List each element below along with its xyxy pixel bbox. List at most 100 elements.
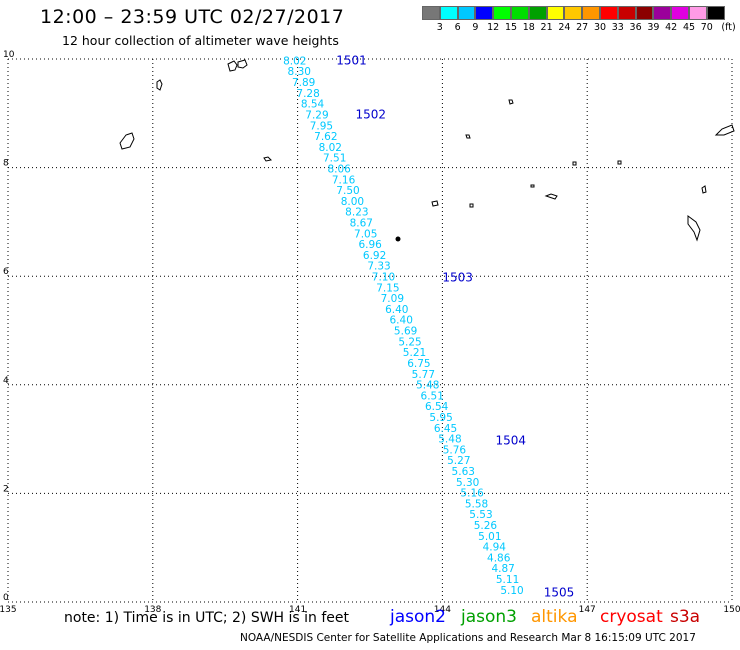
wave-height-label: 5.53: [469, 509, 492, 521]
wave-height-label: 5.26: [474, 520, 498, 532]
legend-swatch: [475, 6, 494, 20]
wave-height-label: 8.00: [341, 196, 364, 208]
legend-swatch: [635, 6, 654, 20]
island-outline: [237, 59, 248, 69]
wave-height-label: 5.76: [443, 444, 467, 456]
wave-height-label: 5.10: [500, 585, 523, 597]
wave-height-label: 5.63: [452, 466, 475, 478]
legend-swatch: [671, 6, 689, 20]
lat-tick-label: 6: [3, 267, 9, 277]
island-outline: [544, 193, 558, 200]
wave-height-label: 8.67: [350, 217, 373, 229]
wave-height-label: 5.69: [394, 326, 417, 338]
wave-height-label: 7.09: [381, 293, 404, 305]
wave-height-label: 7.95: [310, 120, 333, 132]
wave-height-label: 4.86: [487, 552, 511, 564]
wave-height-label: 8.23: [345, 207, 368, 219]
wave-height-label: 7.62: [314, 131, 337, 143]
legend-label: 12: [487, 22, 500, 33]
legend-label: 36: [629, 22, 642, 33]
pass-number-label: 1503: [442, 271, 473, 285]
legend-unit: (ft): [721, 22, 736, 33]
lon-tick-label: 138: [144, 605, 161, 615]
legend-label: 27: [576, 22, 589, 33]
lon-tick-label: 144: [434, 605, 451, 615]
wave-height-label: 6.51: [421, 390, 444, 402]
legend-swatch: [564, 6, 583, 20]
legend-label: 24: [558, 22, 571, 33]
legend-label: 6: [454, 22, 461, 33]
island-outline: [687, 215, 701, 242]
wave-height-label: 7.15: [376, 282, 399, 294]
wave-height-label: 7.29: [305, 109, 328, 121]
wave-height-label: 5.48: [438, 434, 461, 446]
legend-swatch: [706, 6, 725, 20]
map-title: 12:00 – 23:59 UTC 02/27/2017: [40, 6, 345, 28]
legend-label: 45: [682, 22, 696, 33]
island-outline: [119, 132, 135, 150]
lat-tick-label: 4: [3, 376, 9, 386]
wave-height-label: 5.25: [398, 336, 421, 348]
legend-swatch: [546, 6, 565, 20]
island-outline: [469, 203, 474, 208]
island-outline: [572, 161, 577, 166]
satellite-name: jason2: [390, 607, 446, 627]
wave-height-label: 5.77: [412, 369, 435, 381]
island-outline: [617, 160, 622, 165]
wave-height-label: 7.33: [367, 261, 390, 273]
wave-height-label: 5.01: [478, 531, 501, 543]
wave-height-label: 7.10: [372, 272, 395, 284]
wave-height-label: 5.11: [496, 574, 519, 586]
wave-height-label: 5.30: [456, 477, 479, 489]
wave-height-label: 4.94: [483, 542, 507, 554]
legend-swatch: [439, 6, 458, 20]
pass-number-label: 1505: [544, 586, 575, 600]
wave-height-label: 6.40: [385, 304, 408, 316]
wave-height-label: 7.05: [354, 228, 377, 240]
wave-height-label: 7.16: [332, 174, 356, 186]
pass-number-label: 1502: [356, 108, 387, 122]
lat-tick-label: 2: [3, 484, 9, 494]
pass-number-label: 1501: [336, 53, 367, 67]
legend-swatch: [422, 6, 440, 20]
island-outline: [431, 200, 439, 207]
wave-height-label: 7.89: [292, 77, 315, 89]
wave-height-label: 6.40: [390, 315, 413, 327]
lat-tick-label: 10: [3, 50, 15, 60]
wave-height-label: 4.87: [491, 563, 514, 575]
island-outline: [263, 156, 273, 162]
wave-height-label: 8.30: [288, 66, 311, 78]
legend-swatch: [511, 6, 529, 20]
pass-number-label: 1504: [495, 434, 526, 448]
lon-tick-label: 135: [0, 605, 17, 615]
wave-height-label: 7.28: [296, 88, 319, 100]
satellite-name: s3a: [670, 607, 701, 627]
legend-label: 15: [504, 22, 518, 33]
legend-swatch: [528, 6, 547, 20]
legend-swatch: [689, 6, 707, 20]
satellite-name: cryosat: [600, 607, 663, 627]
satellite-name: jason3: [461, 607, 517, 627]
credit-line: NOAA/NESDIS Center for Satellite Applica…: [240, 632, 696, 644]
lon-tick-label: 150: [723, 605, 740, 615]
footnote: note: 1) Time is in UTC; 2) SWH is in fe…: [64, 610, 350, 626]
wave-height-label: 5.16: [460, 488, 484, 500]
island-outline: [714, 124, 735, 136]
satellite-name: altika: [531, 607, 578, 627]
legend-swatch: [600, 6, 618, 20]
lat-tick-label: 8: [3, 159, 9, 169]
legend-label: 70: [700, 22, 713, 33]
legend-swatch: [582, 6, 600, 20]
lon-tick-label: 141: [289, 605, 306, 615]
legend-label: 30: [593, 22, 607, 33]
wave-height-label: 5.48: [416, 380, 439, 392]
island-outline: [227, 60, 238, 72]
wave-height-label: 8.06: [327, 163, 351, 175]
legend-label: 42: [665, 22, 678, 33]
island-outline: [156, 79, 163, 91]
wave-height-label: 8.02: [319, 142, 342, 154]
island-outline: [395, 236, 401, 242]
wave-height-label: 6.54: [425, 401, 449, 413]
